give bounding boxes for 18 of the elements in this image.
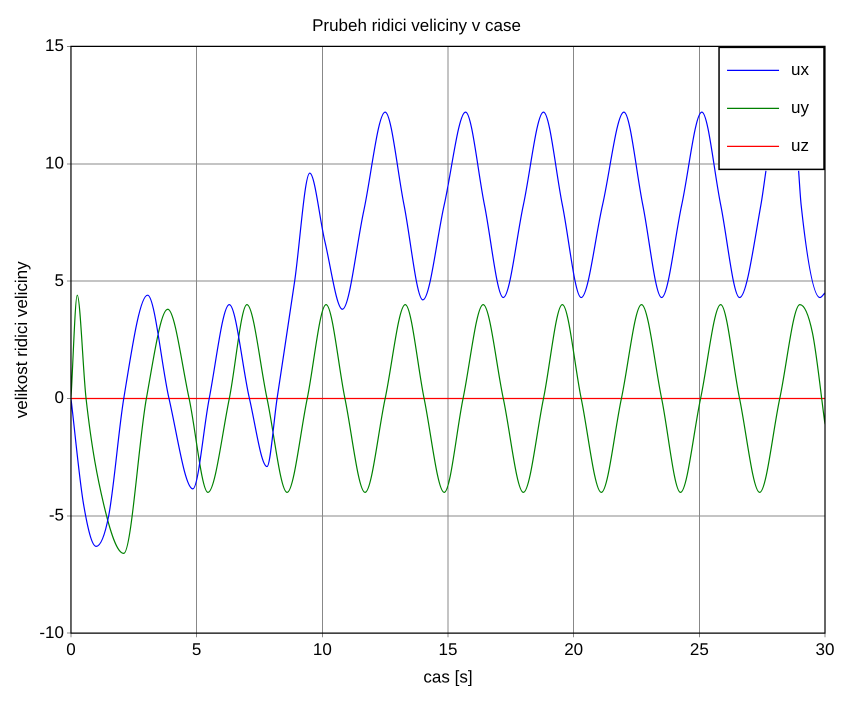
y-tick-label: -5 <box>48 506 64 525</box>
y-tick-label: 0 <box>54 388 64 408</box>
x-tick-label: 10 <box>312 640 332 660</box>
legend-label: uy <box>791 98 810 118</box>
x-tick-label: 25 <box>690 640 709 660</box>
y-axis-title: velikost ridici veliciny <box>12 260 31 418</box>
x-tick-label: 15 <box>438 640 458 660</box>
y-tick-label: -10 <box>39 622 64 642</box>
legend-label: ux <box>791 60 810 80</box>
chart-title: Prubeh ridici veliciny v case <box>312 16 521 35</box>
y-tick-label: 10 <box>45 153 64 172</box>
x-tick-label: 5 <box>192 640 202 660</box>
y-tick-label: 15 <box>45 36 64 56</box>
legend-label: uz <box>791 136 810 156</box>
x-tick-label: 20 <box>564 640 584 660</box>
y-tick-label: 5 <box>54 270 64 290</box>
x-tick-label: 30 <box>816 640 834 660</box>
x-axis-title: cas [s] <box>423 667 473 686</box>
